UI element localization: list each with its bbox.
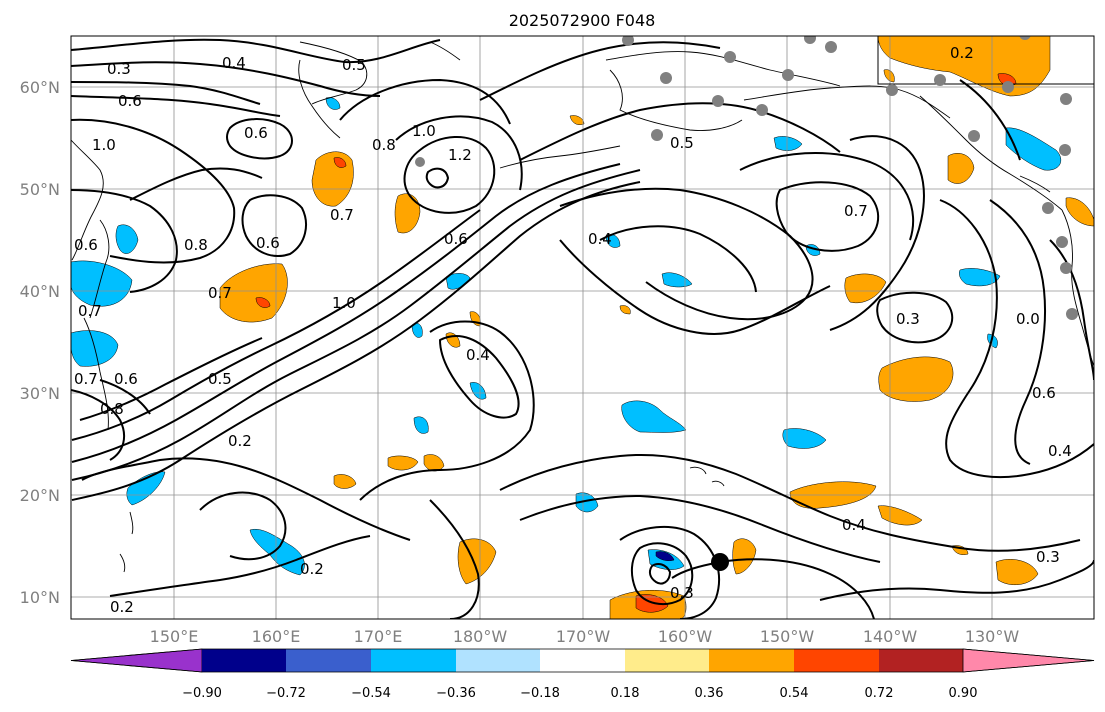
contour-label: 1.0: [412, 122, 436, 140]
colorbar-segment: [540, 649, 625, 672]
contour-label: 0.7: [78, 302, 102, 320]
contour-label: 0.6: [1032, 384, 1056, 402]
contour-label: 0.0: [1016, 310, 1040, 328]
contour-label: 0.4: [466, 346, 490, 364]
contour-label: 0.8: [184, 236, 208, 254]
contour-label: 0.7: [208, 284, 232, 302]
contour-label: 0.2: [950, 44, 974, 62]
contour-label: 0.5: [342, 56, 366, 74]
contour-label: 0.6: [118, 92, 142, 110]
contour-label: 0.8: [372, 136, 396, 154]
lat-label: 10°N: [20, 588, 60, 607]
lat-label: 60°N: [20, 78, 60, 97]
lat-label: 50°N: [20, 180, 60, 199]
contour-label: 0.4: [842, 516, 866, 534]
negative-anomaly-areas: [71, 97, 1062, 576]
colorbar-tick-label: 0.90: [949, 686, 978, 701]
colorbar-segment: [371, 649, 456, 672]
lat-label: 30°N: [20, 384, 60, 403]
colorbar-segment: [625, 649, 709, 672]
colorbar-tick-label: 0.72: [865, 686, 894, 701]
colorbar-extend-min: [70, 648, 203, 673]
colorbar-segments: [70, 648, 1095, 673]
lon-label: 160°W: [658, 627, 713, 646]
contour-label: 0.7: [74, 370, 98, 388]
station-dots: [415, 36, 1078, 320]
colorbar-tick-label: −0.72: [266, 686, 306, 701]
inset-box: [877, 36, 1094, 85]
colorbar-tick-label: −0.90: [182, 686, 222, 701]
lat-label: 40°N: [20, 282, 60, 301]
colorbar-extend-max: [962, 648, 1095, 673]
contour-label: 0.2: [300, 560, 324, 578]
map-title: 2025072900 F048: [509, 11, 656, 30]
contour-label: 1.0: [92, 136, 116, 154]
contour-lines: [71, 38, 1094, 619]
colorbar-tick-label: 0.54: [780, 686, 809, 701]
lon-label: 170°W: [556, 627, 611, 646]
colorbar-outline: [70, 648, 1095, 673]
contour-label: 0.2: [228, 432, 252, 450]
lon-label: 180°W: [453, 627, 508, 646]
colorbar-segment: [286, 649, 371, 672]
contour-label: 0.7: [844, 202, 868, 220]
lon-label: 140°W: [863, 627, 918, 646]
lat-label: 20°N: [20, 486, 60, 505]
lon-label: 160°E: [252, 627, 301, 646]
colorbar: −0.90 −0.72 −0.54 −0.36 −0.18 0.18 0.36 …: [70, 648, 1095, 701]
contour-label: 0.2: [110, 598, 134, 616]
lon-label: 150°E: [150, 627, 199, 646]
contour-label: 0.4: [222, 54, 246, 72]
longitude-labels: 150°E 160°E 170°E 180°W 170°W 160°W 150°…: [150, 627, 1020, 646]
contour-label: 0.4: [1048, 442, 1072, 460]
storm-center-marker: [711, 553, 729, 571]
colorbar-segment: [794, 649, 879, 672]
contour-label: 0.7: [330, 206, 354, 224]
storm-track: [671, 553, 729, 579]
lon-label: 130°W: [965, 627, 1020, 646]
contour-labels: 0.3 0.4 0.5 0.6 1.0 0.6 0.7 0.8 1.0 1.2 …: [74, 44, 1072, 616]
map-frame: [70, 35, 1095, 620]
map-panel: 0.3 0.4 0.5 0.6 1.0 0.6 0.7 0.8 1.0 1.2 …: [71, 36, 1094, 619]
contour-label: 1.0: [332, 294, 356, 312]
contour-label: 0.6: [114, 370, 138, 388]
lon-label: 170°E: [354, 627, 403, 646]
contour-label: 0.5: [670, 134, 694, 152]
contour-label: 0.3: [107, 60, 131, 78]
contour-label: 1.2: [448, 146, 472, 164]
contour-label: 0.6: [444, 230, 468, 248]
contour-label: 0.3: [896, 310, 920, 328]
colorbar-tick-label: −0.54: [351, 686, 391, 701]
latitude-labels: 60°N 50°N 40°N 30°N 20°N 10°N: [20, 78, 60, 607]
contour-label: 0.6: [244, 124, 268, 142]
colorbar-tick-label: 0.36: [695, 686, 724, 701]
contour-label: 0.3: [670, 584, 694, 602]
contour-label: 0.8: [100, 400, 124, 418]
colorbar-tick-label: −0.18: [520, 686, 560, 701]
colorbar-segment: [202, 649, 286, 672]
colorbar-segment: [709, 649, 794, 672]
colorbar-segment: [879, 649, 963, 672]
colorbar-segment: [456, 649, 540, 672]
contour-label: 0.3: [1036, 548, 1060, 566]
colorbar-tick-labels: −0.90 −0.72 −0.54 −0.36 −0.18 0.18 0.36 …: [182, 686, 977, 701]
colorbar-tick-label: −0.36: [436, 686, 476, 701]
contour-label: 0.5: [208, 370, 232, 388]
contour-label: 0.4: [588, 230, 612, 248]
colorbar-tick-label: 0.18: [611, 686, 640, 701]
contour-label: 0.6: [74, 236, 98, 254]
contour-label: 0.6: [256, 234, 280, 252]
lon-label: 150°W: [760, 627, 815, 646]
